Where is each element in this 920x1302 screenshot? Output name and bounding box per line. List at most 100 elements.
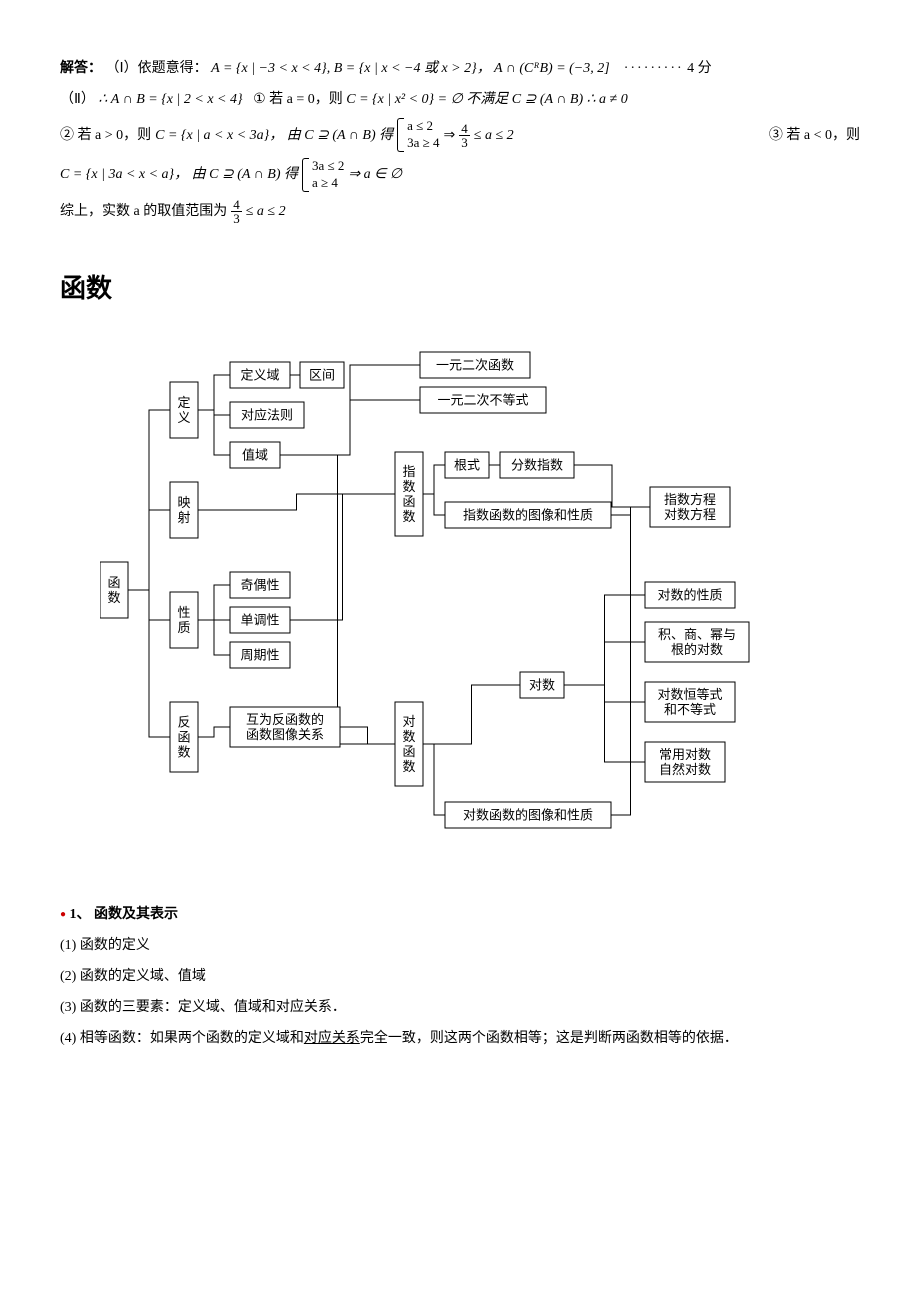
diagram-edge (128, 510, 170, 590)
diagram-node-label: 射 (177, 510, 190, 525)
case3-math2: ⇒ a ∈ ∅ (348, 162, 402, 187)
frac-num: 4 (231, 198, 242, 212)
diagram-edge (198, 410, 230, 455)
diagram-edge (128, 590, 170, 737)
diagram-edge (280, 455, 395, 744)
diagram-edge (423, 744, 445, 815)
diagram-node-label: 指 (402, 464, 415, 479)
score-dots: ········· (624, 61, 684, 76)
diagram-node-logprop: 对数的性质 (645, 582, 735, 608)
diagram-node-label: 指数方程 (664, 492, 716, 507)
diagram-node-domain: 定义域 (230, 362, 290, 388)
diagram-edge (290, 494, 395, 620)
list-item-1: (1) 函数的定义 (60, 933, 860, 958)
diagram-edge (423, 685, 520, 744)
diagram-node-prop: 性质 (170, 592, 198, 648)
diagram-node-label: 函 (107, 575, 120, 590)
diagram-node-interval: 区间 (300, 362, 344, 388)
diagram-node-log: 对数 (520, 672, 564, 698)
part1-prefix: （Ⅰ）依题意得： (106, 61, 208, 76)
diagram-node-label: 函 (402, 494, 415, 509)
list-heading: ● 1、 函数及其表示 (60, 902, 860, 927)
diagram-node-label: 映 (177, 495, 190, 510)
diagram-node-period: 周期性 (230, 642, 290, 668)
diagram-node-mono: 单调性 (230, 607, 290, 633)
diagram-edge (198, 494, 395, 510)
diagram-node-label: 数 (402, 479, 415, 494)
diagram-node-label: 奇偶性 (240, 577, 279, 592)
list-section: ● 1、 函数及其表示 (1) 函数的定义 (2) 函数的定义域、值域 (3) … (60, 902, 860, 1052)
diagram-node-label: 数 (402, 729, 415, 744)
diagram-node-label: 单调性 (240, 612, 279, 627)
diagram-node-radical: 根式 (445, 452, 489, 478)
diagram-node-label: 值域 (242, 447, 268, 462)
diagram-edge (564, 685, 645, 762)
diagram-node-label: 对数 (529, 677, 555, 692)
diagram-node-label: 性 (177, 605, 190, 620)
diagram-node-range: 值域 (230, 442, 280, 468)
answer-label: 解答： (60, 61, 102, 76)
diagram-node-invrel: 互为反函数的函数图像关系 (230, 707, 340, 747)
case1-label: ① 若 a = 0，则 (253, 92, 343, 107)
case2-math2: ⇒ (444, 123, 456, 148)
diagram-node-expgraph: 指数函数的图像和性质 (445, 502, 611, 528)
item4-a: (4) 相等函数：如果两个函数的定义域和 (60, 1031, 304, 1046)
conclusion-prefix: 综上，实数 a 的取值范围为 (60, 199, 227, 224)
case3-brace-bot: a ≥ 4 (312, 175, 344, 192)
case2-label: ② 若 a > 0，则 (60, 123, 151, 148)
case2-math3: ≤ a ≤ 2 (474, 123, 514, 148)
diagram-node-label: 对数方程 (664, 507, 716, 522)
diagram-node-label: 一元二次函数 (436, 357, 514, 372)
diagram-node-label: 函 (177, 729, 190, 744)
conclusion-frac: 4 3 (231, 198, 242, 225)
case3-label: ③ 若 a < 0，则 (769, 123, 860, 148)
diagram-edge (198, 620, 230, 655)
list-item-2: (2) 函数的定义域、值域 (60, 964, 860, 989)
diagram-edge (340, 727, 395, 744)
diagram-node-logarith: 积、商、幂与根的对数 (645, 622, 749, 662)
diagram-node-label: 数 (177, 744, 190, 759)
part2-therefore: ∴ A ∩ B = {x | 2 < x < 4} (98, 92, 242, 107)
diagram-node-label: 对 (402, 714, 415, 729)
diagram-edge (564, 642, 645, 685)
diagram-node-label: 对应法则 (241, 407, 293, 422)
diagram-node-fracexp: 分数指数 (500, 452, 574, 478)
case2-brace-bot: 3a ≥ 4 (407, 135, 439, 152)
list-head-num: 1、 (70, 907, 91, 922)
diagram-node-rule: 对应法则 (230, 402, 304, 428)
case3-math1: C = {x | 3a < x < a}， 由 C ⊇ (A ∩ B) 得 (60, 162, 298, 187)
case2-brace: a ≤ 2 3a ≥ 4 (397, 118, 439, 152)
diagram-node-label: 分数指数 (511, 457, 563, 472)
item4-underline: 对应关系 (304, 1031, 360, 1046)
case3-brace: 3a ≤ 2 a ≥ 4 (302, 158, 344, 192)
diagram-node-label: 函数图像关系 (246, 727, 324, 742)
diagram-node-expf: 指数函数 (395, 452, 423, 536)
red-dot-icon: ● (60, 909, 66, 920)
diagram-node-eqn: 指数方程对数方程 (650, 487, 730, 527)
diagram-node-label: 函 (402, 744, 415, 759)
diagram-node-label: 对数的性质 (657, 587, 722, 602)
case2-frac: 4 3 (459, 122, 470, 149)
diagram-node-def: 定义 (170, 382, 198, 438)
case2-brace-top: a ≤ 2 (407, 118, 439, 135)
solution-line-3: ② 若 a > 0，则 C = {x | a < x < 3a}， 由 C ⊇ … (60, 118, 860, 152)
diagram-node-quad: 一元二次函数 (420, 352, 530, 378)
diagram-node-label: 数 (402, 509, 415, 524)
diagram-node-label: 对数恒等式 (657, 687, 722, 702)
diagram-node-label: 常用对数 (659, 747, 711, 762)
diagram-node-label: 区间 (309, 367, 335, 382)
item4-b: 完全一致，则这两个函数相等；这是判断两函数相等的依据． (360, 1031, 738, 1046)
solution-line-4: C = {x | 3a < x < a}， 由 C ⊇ (A ∩ B) 得 3a… (60, 158, 860, 192)
diagram-node-parity: 奇偶性 (230, 572, 290, 598)
frac-num: 4 (459, 122, 470, 136)
diagram-node-label: 指数函数的图像和性质 (463, 507, 593, 522)
diagram-node-label: 周期性 (240, 647, 279, 662)
diagram-node-label: 互为反函数的 (246, 712, 324, 727)
part2-prefix: （Ⅱ） (60, 92, 95, 107)
diagram-edge (611, 507, 650, 815)
frac-den: 3 (231, 212, 242, 225)
diagram-node-quadin: 一元二次不等式 (420, 387, 546, 413)
diagram-node-label: 和不等式 (664, 702, 716, 717)
list-item-4: (4) 相等函数：如果两个函数的定义域和对应关系完全一致，则这两个函数相等；这是… (60, 1026, 860, 1051)
diagram-node-label: 根的对数 (671, 642, 723, 657)
